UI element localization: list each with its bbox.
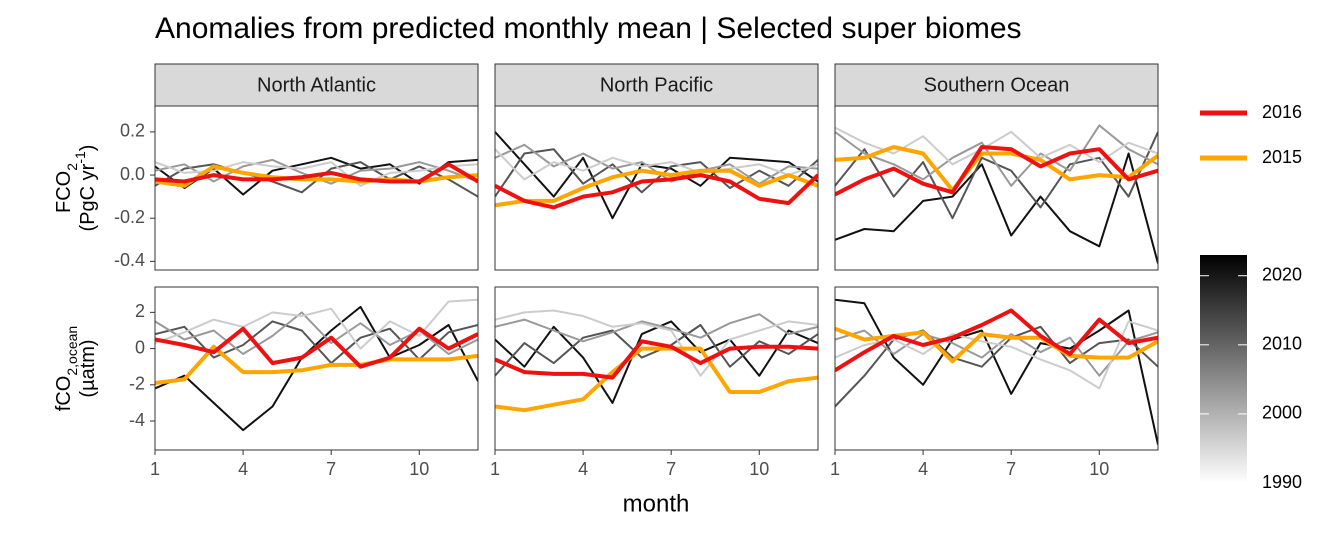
y-axis-label-part: ) [77, 145, 99, 152]
y-axis-label-part: (PgC yr [77, 163, 99, 231]
colorbar-label: 1990 [1262, 472, 1302, 492]
y-axis-label-part: fCO [53, 376, 75, 412]
series-line [835, 308, 1158, 373]
chart-title: Anomalies from predicted monthly mean | … [155, 12, 1022, 45]
panel-border [494, 286, 819, 451]
facet-strip [154, 63, 479, 107]
y-axis-label-part: -1 [72, 151, 88, 164]
y-axis-label: fCO2,ocean [53, 326, 79, 411]
series-line [495, 313, 818, 343]
y-tick-label: -0.2 [114, 207, 145, 227]
y-tick-label: 0.0 [120, 164, 145, 184]
series-line [835, 152, 1158, 264]
panel-border [494, 105, 819, 271]
series-line [835, 329, 1158, 377]
series-line [155, 326, 478, 369]
x-tick-label: 10 [409, 459, 429, 479]
colorbar [1200, 255, 1247, 483]
y-axis-label: FCO2 [53, 163, 79, 213]
series-line [495, 131, 818, 220]
y-axis-label: (µatm) [77, 339, 99, 397]
x-tick-label: 1 [490, 459, 500, 479]
x-tick-label: 4 [238, 459, 248, 479]
x-tick-label: 4 [918, 459, 928, 479]
panel-background [155, 106, 478, 270]
facet-label: Southern Ocean [924, 74, 1070, 96]
y-axis-label-part: 2 [64, 163, 80, 171]
legend-label: 2015 [1262, 147, 1302, 167]
x-tick-label: 7 [1006, 459, 1016, 479]
series-line [495, 168, 818, 208]
series-line [835, 325, 1158, 408]
colorbar-label: 2010 [1262, 334, 1302, 354]
x-tick-label: 7 [326, 459, 336, 479]
series-line [835, 124, 1158, 187]
x-axis-label: month [623, 490, 690, 517]
series-line [495, 309, 818, 377]
panel-background [835, 287, 1158, 450]
panel-border [834, 286, 1159, 451]
series-line [835, 126, 1158, 166]
x-tick-label: 10 [749, 459, 769, 479]
panel-border [154, 105, 479, 271]
y-axis-label-part: FCO [53, 171, 75, 213]
y-axis-label: (PgC yr-1) [72, 145, 100, 232]
facet-strip [834, 63, 1159, 107]
series-line [495, 339, 818, 380]
y-tick-label: 0 [135, 337, 145, 357]
y-axis-label-part: 2,ocean [64, 326, 80, 376]
series-line [495, 346, 818, 413]
series-line [495, 173, 818, 210]
series-line [835, 298, 1158, 445]
y-tick-label: 2 [135, 301, 145, 321]
x-tick-label: 1 [150, 459, 160, 479]
series-line [155, 162, 478, 184]
panel-background [495, 106, 818, 270]
series-line [495, 324, 818, 377]
series-line [155, 305, 478, 432]
legend-label: 2016 [1262, 102, 1302, 122]
facet-label: North Atlantic [257, 74, 376, 96]
series-line [495, 148, 818, 181]
panel-border [834, 105, 1159, 271]
x-tick-label: 7 [666, 459, 676, 479]
colorbar-label: 2020 [1262, 264, 1302, 284]
panel-border [154, 286, 479, 451]
x-tick-label: 10 [1089, 459, 1109, 479]
y-tick-label: 0.2 [120, 121, 145, 141]
facet-label: North Pacific [600, 74, 713, 96]
series-line [835, 145, 1158, 193]
y-tick-label: -2 [129, 374, 145, 394]
y-axis-label-part: (µatm) [77, 339, 99, 397]
y-tick-label: -4 [129, 410, 145, 430]
x-tick-label: 4 [578, 459, 588, 479]
x-tick-label: 1 [830, 459, 840, 479]
y-tick-label: -0.4 [114, 250, 145, 270]
colorbar-label: 2000 [1262, 403, 1302, 423]
series-line [835, 145, 1158, 197]
panel-background [835, 106, 1158, 270]
